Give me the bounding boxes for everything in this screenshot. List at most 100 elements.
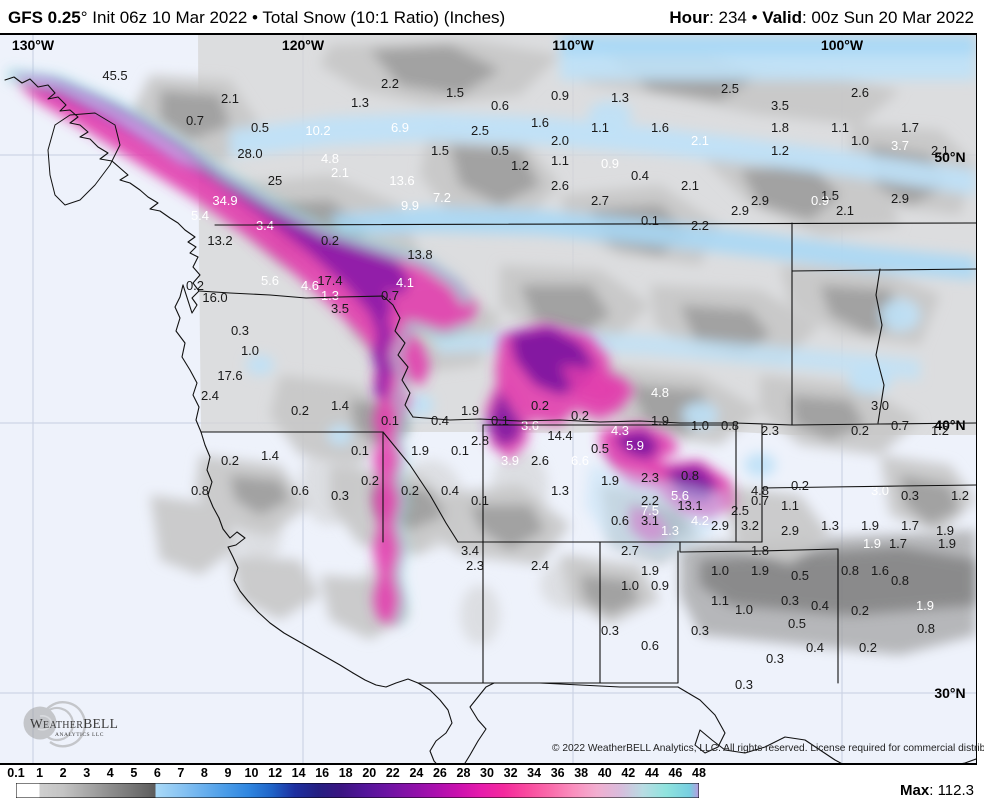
svg-text:0.5: 0.5 — [251, 120, 269, 135]
svg-text:1.0: 1.0 — [241, 343, 259, 358]
svg-text:2.1: 2.1 — [931, 143, 949, 158]
svg-text:0.2: 0.2 — [321, 233, 339, 248]
svg-text:2.3: 2.3 — [641, 470, 659, 485]
svg-text:1.9: 1.9 — [601, 473, 619, 488]
svg-text:1.7: 1.7 — [901, 518, 919, 533]
svg-text:1.3: 1.3 — [661, 523, 679, 538]
svg-text:0.6: 0.6 — [611, 513, 629, 528]
svg-text:0.2: 0.2 — [221, 453, 239, 468]
svg-text:1.3: 1.3 — [611, 90, 629, 105]
svg-text:14.4: 14.4 — [547, 428, 572, 443]
svg-text:1.2: 1.2 — [511, 158, 529, 173]
svg-text:0.7: 0.7 — [891, 418, 909, 433]
svg-text:2.2: 2.2 — [691, 218, 709, 233]
svg-text:6.6: 6.6 — [571, 453, 589, 468]
svg-text:0.4: 0.4 — [811, 598, 829, 613]
svg-text:4.8: 4.8 — [321, 151, 339, 166]
svg-text:0.6: 0.6 — [291, 483, 309, 498]
svg-text:100°W: 100°W — [821, 37, 864, 53]
svg-text:2.5: 2.5 — [471, 123, 489, 138]
svg-text:1.6: 1.6 — [531, 115, 549, 130]
svg-text:4.2: 4.2 — [691, 513, 709, 528]
svg-text:0.1: 0.1 — [471, 493, 489, 508]
svg-text:0.4: 0.4 — [431, 413, 449, 428]
svg-text:0.2: 0.2 — [851, 603, 869, 618]
svg-text:0.3: 0.3 — [231, 323, 249, 338]
svg-text:1.9: 1.9 — [651, 413, 669, 428]
svg-text:0.8: 0.8 — [191, 483, 209, 498]
svg-text:1.1: 1.1 — [551, 153, 569, 168]
svg-text:0.7: 0.7 — [381, 288, 399, 303]
svg-text:2.6: 2.6 — [851, 85, 869, 100]
svg-text:13.2: 13.2 — [207, 233, 232, 248]
svg-text:4.8: 4.8 — [651, 385, 669, 400]
svg-text:1.7: 1.7 — [889, 536, 907, 551]
svg-text:0.6: 0.6 — [641, 638, 659, 653]
svg-text:3.4: 3.4 — [256, 218, 274, 233]
svg-text:1.1: 1.1 — [591, 120, 609, 135]
svg-text:1.9: 1.9 — [461, 403, 479, 418]
svg-text:1.0: 1.0 — [711, 563, 729, 578]
svg-text:2.6: 2.6 — [531, 453, 549, 468]
svg-text:1.9: 1.9 — [861, 518, 879, 533]
svg-text:0.2: 0.2 — [401, 483, 419, 498]
svg-text:1.3: 1.3 — [821, 518, 839, 533]
svg-text:0.9: 0.9 — [651, 578, 669, 593]
svg-text:2.9: 2.9 — [751, 193, 769, 208]
svg-text:2.1: 2.1 — [331, 165, 349, 180]
svg-text:1.9: 1.9 — [863, 536, 881, 551]
svg-text:17.4: 17.4 — [317, 273, 342, 288]
svg-text:1.1: 1.1 — [781, 498, 799, 513]
svg-text:6.9: 6.9 — [391, 120, 409, 135]
svg-text:0.5: 0.5 — [791, 568, 809, 583]
svg-text:1.3: 1.3 — [351, 95, 369, 110]
svg-text:0.7: 0.7 — [186, 113, 204, 128]
svg-text:3.2: 3.2 — [741, 518, 759, 533]
svg-text:3.9: 3.9 — [501, 453, 519, 468]
svg-text:2.1: 2.1 — [836, 203, 854, 218]
svg-text:1.9: 1.9 — [938, 536, 956, 551]
svg-text:1.4: 1.4 — [261, 448, 279, 463]
svg-text:0.2: 0.2 — [531, 398, 549, 413]
svg-text:2.4: 2.4 — [201, 388, 219, 403]
svg-text:0.9: 0.9 — [551, 88, 569, 103]
svg-text:0.2: 0.2 — [291, 403, 309, 418]
svg-text:0.4: 0.4 — [631, 168, 649, 183]
svg-text:1.1: 1.1 — [831, 120, 849, 135]
svg-text:4.6: 4.6 — [301, 278, 319, 293]
svg-text:13.6: 13.6 — [389, 173, 414, 188]
svg-text:1.4: 1.4 — [331, 398, 349, 413]
svg-text:5.4: 5.4 — [191, 208, 209, 223]
svg-text:0.1: 0.1 — [641, 213, 659, 228]
svg-text:2.7: 2.7 — [621, 543, 639, 558]
svg-text:1.6: 1.6 — [871, 563, 889, 578]
svg-text:34.9: 34.9 — [212, 193, 237, 208]
svg-text:1.9: 1.9 — [641, 563, 659, 578]
svg-text:1.2: 1.2 — [931, 423, 949, 438]
svg-text:0.1: 0.1 — [381, 413, 399, 428]
svg-text:9.9: 9.9 — [401, 198, 419, 213]
svg-text:2.1: 2.1 — [681, 178, 699, 193]
svg-text:3.4: 3.4 — [461, 543, 479, 558]
svg-text:1.2: 1.2 — [771, 143, 789, 158]
svg-text:5.6: 5.6 — [261, 273, 279, 288]
svg-text:1.5: 1.5 — [431, 143, 449, 158]
svg-text:0.9: 0.9 — [601, 156, 619, 171]
svg-text:2.5: 2.5 — [721, 81, 739, 96]
svg-text:3.0: 3.0 — [871, 483, 889, 498]
svg-text:0.2: 0.2 — [859, 640, 877, 655]
svg-text:110°W: 110°W — [552, 37, 594, 53]
svg-text:0.6: 0.6 — [491, 98, 509, 113]
svg-text:1.0: 1.0 — [621, 578, 639, 593]
svg-text:3.5: 3.5 — [331, 301, 349, 316]
svg-text:1.5: 1.5 — [821, 188, 839, 203]
svg-text:2.1: 2.1 — [221, 91, 239, 106]
svg-text:2.6: 2.6 — [551, 178, 569, 193]
svg-text:28.0: 28.0 — [237, 146, 262, 161]
svg-text:0.4: 0.4 — [441, 483, 459, 498]
svg-text:17.6: 17.6 — [217, 368, 242, 383]
svg-text:45.5: 45.5 — [102, 68, 127, 83]
svg-text:7.5: 7.5 — [641, 503, 659, 518]
svg-text:13.1: 13.1 — [677, 498, 702, 513]
svg-text:0.1: 0.1 — [451, 443, 469, 458]
